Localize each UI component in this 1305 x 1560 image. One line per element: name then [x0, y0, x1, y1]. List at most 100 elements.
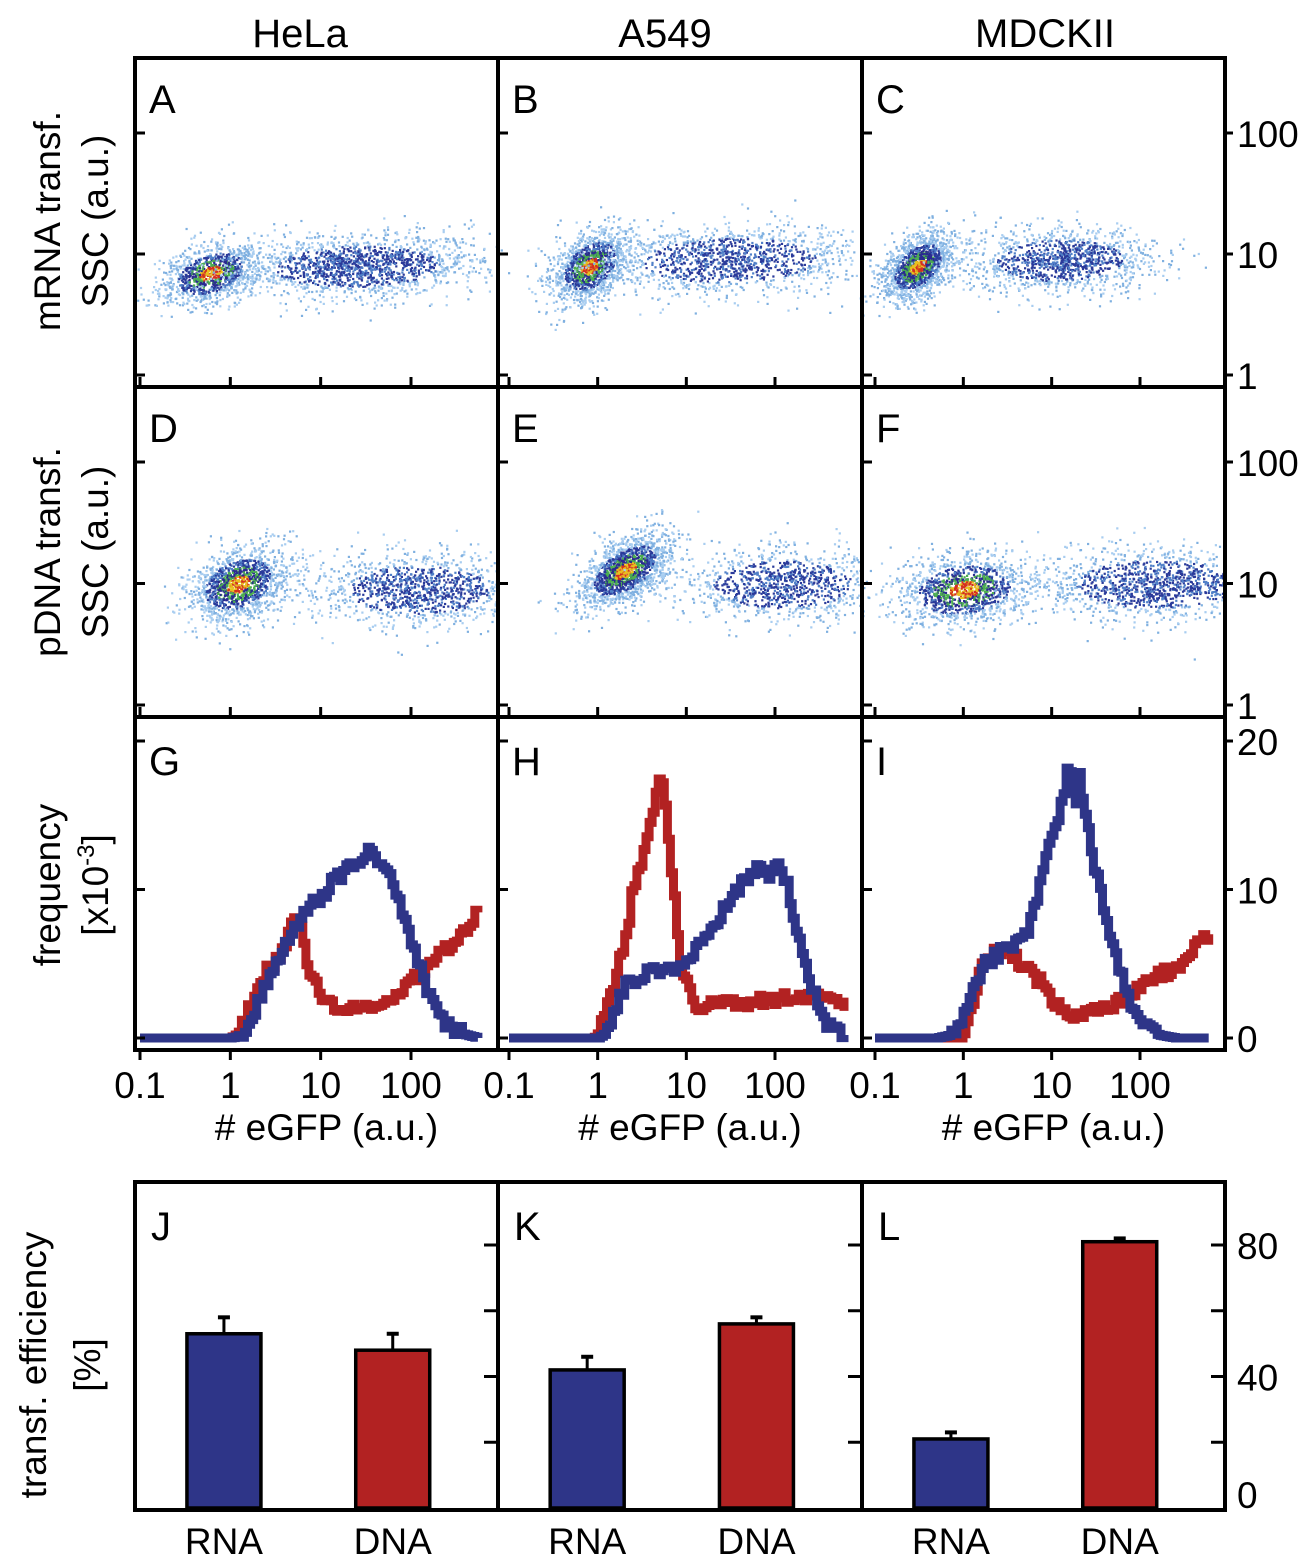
scatter-point	[303, 258, 306, 261]
scatter-point	[603, 269, 606, 272]
scatter-point	[607, 292, 610, 295]
scatter-point	[592, 239, 595, 243]
scatter-point	[227, 274, 230, 277]
scatter-point	[600, 242, 604, 245]
scatter-point	[331, 261, 334, 264]
scatter-point	[581, 265, 584, 268]
scatter-point	[566, 279, 569, 282]
scatter-point	[808, 271, 811, 275]
scatter-point	[734, 261, 737, 264]
scatter-point	[346, 248, 349, 251]
scatter-point	[403, 261, 406, 264]
scatter-point	[337, 267, 340, 270]
scatter-point	[401, 254, 404, 257]
scatter-point	[380, 247, 383, 250]
scatter-point	[642, 263, 645, 266]
scatter-point	[158, 292, 161, 295]
scatter-point	[385, 265, 389, 268]
scatter-point	[251, 254, 254, 257]
scatter-point	[364, 263, 367, 266]
scatter-point	[240, 252, 243, 255]
scatter-point	[599, 279, 602, 282]
scatter-point	[428, 263, 431, 266]
scatter-point	[578, 258, 581, 261]
scatter-point	[445, 295, 448, 298]
scatter-point	[626, 269, 629, 272]
scatter-point	[165, 271, 168, 275]
scatter-point	[401, 253, 404, 256]
scatter-point	[355, 298, 358, 302]
scatter-point	[432, 267, 435, 270]
scatter-point	[601, 253, 604, 256]
scatter-point	[443, 269, 446, 272]
scatter-point	[193, 290, 196, 293]
scatter-point	[216, 250, 219, 253]
scatter-point	[216, 243, 219, 246]
scatter-point	[747, 249, 750, 252]
scatter-point	[679, 258, 682, 261]
scatter-point	[610, 233, 613, 236]
scatter-point	[719, 255, 722, 258]
scatter-point	[413, 251, 416, 254]
scatter-point	[755, 266, 759, 269]
scatter-point	[698, 242, 701, 245]
scatter-point	[279, 276, 282, 279]
scatter-point	[352, 242, 355, 245]
scatter-point	[607, 259, 610, 262]
scatter-point	[298, 269, 301, 272]
scatter-point	[578, 278, 581, 281]
scatter-point	[763, 276, 766, 279]
scatter-point	[314, 270, 317, 273]
scatter-point	[377, 299, 380, 302]
scatter-point	[682, 287, 685, 290]
scatter-point	[628, 222, 632, 226]
scatter-point	[742, 241, 745, 245]
scatter-point	[296, 289, 299, 292]
scatter-point	[257, 241, 260, 244]
scatter-point	[351, 263, 354, 266]
scatter-point	[228, 305, 231, 308]
scatter-point	[788, 240, 791, 243]
scatter-point	[291, 283, 294, 286]
scatter-point	[189, 290, 193, 293]
scatter-point	[340, 252, 343, 255]
scatter-point	[827, 245, 830, 248]
scatter-point	[578, 255, 581, 258]
scatter-point	[262, 264, 265, 268]
scatter-point	[767, 270, 770, 273]
scatter-point	[593, 230, 596, 233]
scatter-point	[385, 260, 388, 263]
scatter-point	[680, 280, 683, 283]
scatter-point	[195, 307, 198, 310]
scatter-point	[213, 261, 216, 264]
scatter-point	[581, 280, 584, 283]
scatter-point	[746, 237, 750, 240]
scatter-point	[231, 282, 235, 285]
scatter-point	[163, 271, 166, 274]
scatter-point	[677, 251, 680, 254]
scatter-point	[332, 244, 335, 247]
scatter-point	[166, 273, 169, 276]
scatter-point	[555, 284, 558, 287]
scatter-point	[289, 231, 292, 235]
scatter-point	[259, 285, 262, 289]
scatter-point	[225, 277, 228, 280]
scatter-point	[203, 270, 206, 273]
scatter-point	[677, 274, 680, 277]
scatter-point	[423, 276, 426, 279]
scatter-point	[250, 294, 253, 297]
scatter-point	[339, 262, 342, 265]
scatter-point	[236, 264, 239, 268]
scatter-point	[229, 268, 232, 271]
scatter-point	[592, 287, 595, 290]
scatter-point	[222, 268, 225, 272]
scatter-point	[687, 275, 690, 278]
scatter-point	[228, 281, 231, 284]
scatter-point	[605, 226, 608, 229]
scatter-point	[137, 268, 140, 271]
scatter-point	[229, 250, 232, 253]
scatter-point	[202, 246, 205, 250]
scatter-point	[623, 265, 626, 269]
scatter-point	[608, 236, 611, 239]
scatter-point	[439, 238, 442, 241]
